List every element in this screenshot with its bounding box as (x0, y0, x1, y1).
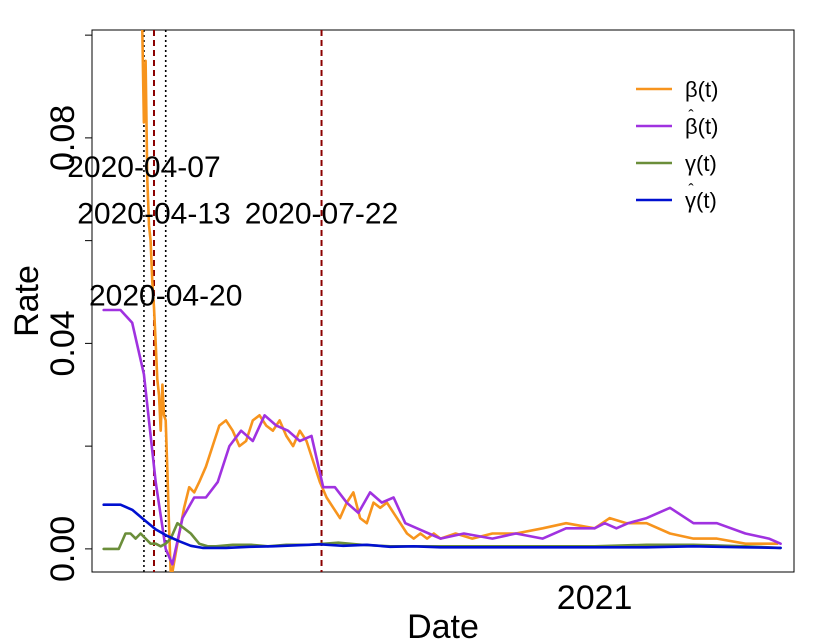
y-axis-title: Rate (8, 265, 46, 337)
y-ticks: 0.00 0.04 0.08 (44, 34, 92, 582)
legend-hat-mark: ˆ (688, 182, 694, 199)
data-series (102, 30, 782, 572)
y-tick-label: 0.04 (44, 310, 82, 376)
y-tick-label: 0.08 (44, 105, 82, 171)
annotation-label: 2020-04-20 (89, 280, 242, 313)
x-axis: 2021 (557, 579, 633, 617)
annotation-label: 2020-07-22 (245, 197, 398, 230)
y-tick-label: 0.00 (44, 516, 82, 582)
series-line-3 (102, 503, 782, 550)
annotation-label: 2020-04-07 (67, 151, 220, 184)
y-axis: 0.00 0.04 0.08 (44, 30, 93, 582)
annotation-label: 2020-04-13 (77, 197, 230, 230)
x-tick-label: 2021 (557, 579, 633, 617)
legend-entry: β(t) (685, 114, 718, 139)
legend-entry: β(t) (685, 77, 718, 102)
annotation-labels: 2020-04-07 2020-04-13 2020-04-20 2020-07-22 (67, 151, 398, 312)
legend-entry: γ(t) (685, 188, 717, 213)
x-axis-title: Date (407, 608, 479, 642)
legend: β(t)β(t)ˆγ(t)γ(t)ˆ (636, 77, 718, 213)
x-ticks: 2021 (557, 579, 633, 617)
series-line-1 (102, 308, 782, 566)
legend-hat-mark: ˆ (688, 108, 694, 125)
legend-entry: γ(t) (685, 151, 717, 176)
